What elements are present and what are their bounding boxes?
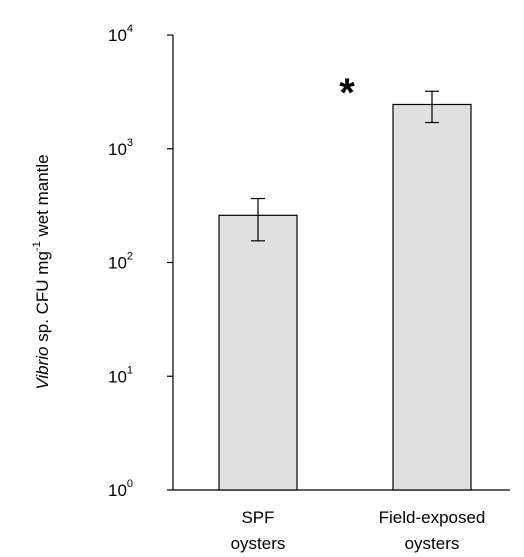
y-tick-base: 10 bbox=[108, 26, 127, 45]
y-tick-label: 102 bbox=[108, 251, 133, 273]
y-axis-label: Vibrio sp. CFU mg-1 wet mantle bbox=[31, 154, 52, 389]
y-tick-exponent: 4 bbox=[127, 23, 133, 35]
y-tick-exponent: 2 bbox=[127, 251, 133, 263]
error-bars bbox=[251, 90, 439, 242]
error-bar-1 bbox=[425, 90, 439, 124]
x-category-label: SPF bbox=[241, 508, 274, 527]
y-tick-exponent: 1 bbox=[127, 364, 133, 376]
y-tick-base: 10 bbox=[108, 367, 127, 386]
significance-asterisk: * bbox=[339, 71, 355, 115]
bar-0 bbox=[218, 214, 298, 491]
x-category-label: Field-exposed bbox=[379, 508, 486, 527]
x-axis-category-labels: SPF oysters Field-exposed oysters bbox=[231, 508, 486, 553]
x-category-label: oysters bbox=[231, 534, 286, 553]
y-axis-title-genus: Vibrio bbox=[33, 346, 52, 389]
y-tick-label: 101 bbox=[108, 364, 133, 386]
y-axis-title-text: sp. CFU mg bbox=[33, 251, 52, 346]
bars bbox=[218, 103, 472, 491]
y-tick-exponent: 3 bbox=[127, 137, 133, 149]
y-tick-label: 104 bbox=[108, 23, 133, 45]
x-category-label: oysters bbox=[405, 534, 460, 553]
bar-1 bbox=[392, 103, 472, 491]
y-tick-label: 100 bbox=[108, 478, 133, 500]
y-tick-base: 10 bbox=[108, 140, 127, 159]
annotations: * bbox=[339, 71, 355, 115]
y-tick-label: 103 bbox=[108, 137, 133, 159]
y-tick-exponent: 0 bbox=[127, 478, 133, 490]
y-tick-base: 10 bbox=[108, 254, 127, 273]
y-axis-title-superscript: -1 bbox=[31, 241, 43, 251]
error-bar-0 bbox=[251, 197, 265, 242]
y-axis-title-text: wet mantle bbox=[33, 154, 52, 241]
y-tick-base: 10 bbox=[108, 481, 127, 500]
y-axis-title: Vibrio sp. CFU mg-1 wet mantle bbox=[31, 154, 52, 389]
